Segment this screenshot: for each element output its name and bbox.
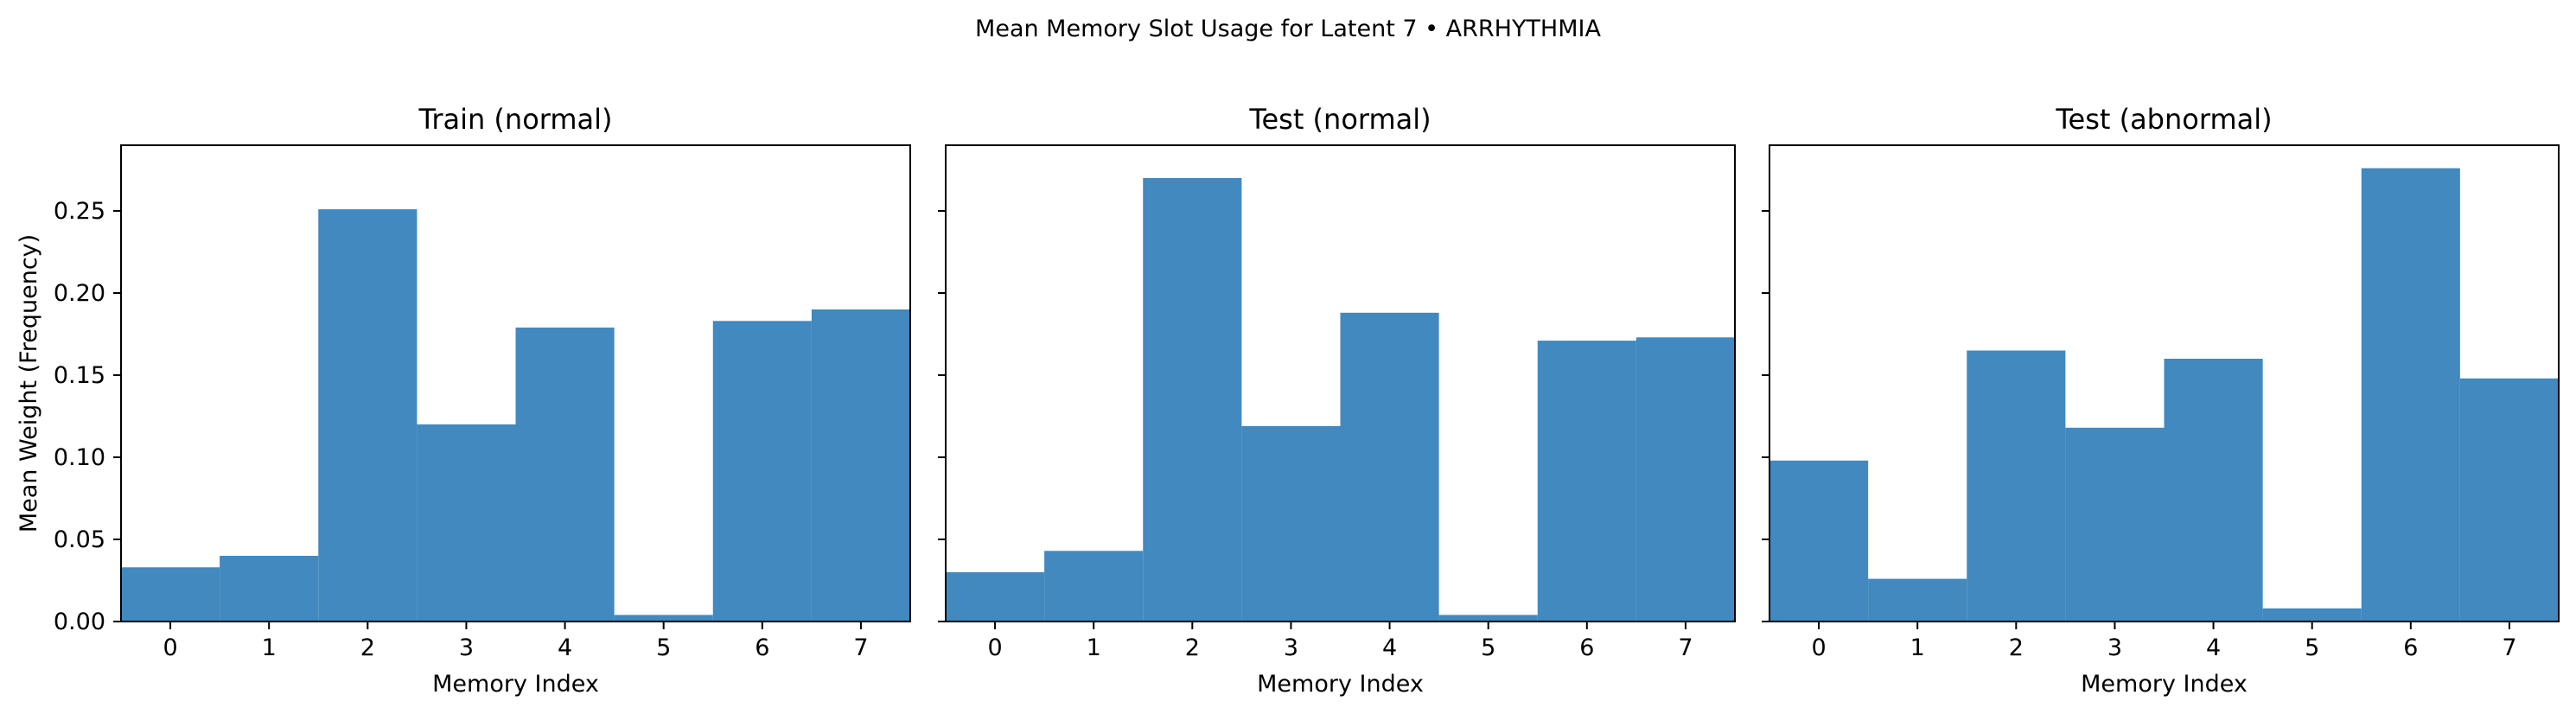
bar-2 (318, 209, 418, 622)
x-axis-label: Memory Index (432, 671, 599, 698)
bar-3 (1241, 425, 1341, 622)
x-tick-label: 3 (2107, 634, 2122, 661)
bar-2 (1967, 350, 2066, 622)
chart-panel-3: 0 1 2 3 4 5 6 7 Test (abnormal) Memory Index (1762, 103, 2560, 698)
bar-2 (1143, 178, 1242, 622)
plot-frame (1769, 144, 2560, 622)
x-tick-label: 6 (2403, 634, 2418, 661)
panel-title: Test (normal) (1248, 103, 1431, 136)
x-tick-label: 2 (2009, 634, 2024, 661)
x-tick-label: 5 (656, 634, 671, 661)
x-tick-label: 0 (163, 634, 177, 661)
bar-7 (2459, 378, 2559, 622)
chart-panel-2: 0 1 2 3 4 5 6 7 Test (normal) Memory Index (938, 103, 1736, 698)
x-tick-label: 2 (1185, 634, 1200, 661)
plot-frame (945, 144, 1736, 622)
bar-3 (417, 424, 516, 622)
x-tick-label: 4 (558, 634, 572, 661)
chart-panel-1: 0 1 2 3 4 5 6 7 0.00 0.05 0.10 0.15 0.20 0.25 Train (n… (16, 103, 911, 698)
x-tick-label: 0 (1811, 634, 1826, 661)
bar-6 (2361, 168, 2460, 622)
x-tick-label: 1 (262, 634, 277, 661)
y-tick-label: 0.10 (54, 444, 105, 471)
panels: 0 1 2 3 4 5 6 7 0.00 0.05 0.10 0.15 0.20 0.25 Train (n… (16, 103, 2560, 698)
y-tick-label: 0.15 (54, 362, 105, 389)
x-tick-label: 6 (1579, 634, 1594, 661)
bar-7 (811, 309, 910, 622)
x-tick-label: 3 (1284, 634, 1298, 661)
x-tick-label: 7 (1678, 634, 1693, 661)
x-tick-label: 7 (2502, 634, 2516, 661)
bar-0 (121, 567, 220, 622)
x-tick-label: 2 (360, 634, 375, 661)
bar-5 (614, 615, 713, 622)
y-tick-label: 0.25 (54, 198, 105, 225)
bar-6 (712, 321, 812, 622)
panel-title: Test (abnormal) (2055, 103, 2272, 136)
bar-5 (2262, 608, 2362, 622)
bar-5 (1438, 615, 1538, 622)
figure-title: Mean Memory Slot Usage for Latent 7 • AR… (975, 16, 1601, 42)
bar-3 (2065, 427, 2165, 622)
x-tick-label: 0 (987, 634, 1002, 661)
bar-0 (1769, 460, 1869, 622)
bar-6 (1537, 341, 1636, 622)
panel-title: Train (normal) (418, 103, 612, 136)
x-tick-label: 4 (1382, 634, 1397, 661)
x-tick-label: 4 (2206, 634, 2221, 661)
x-tick-label: 5 (1481, 634, 1495, 661)
x-axis-label: Memory Index (2081, 671, 2248, 698)
y-axis-label: Mean Weight (Frequency) (16, 234, 42, 532)
x-tick-label: 1 (1087, 634, 1101, 661)
bar-4 (2164, 359, 2263, 622)
plot-frame (120, 144, 911, 622)
x-axis-label: Memory Index (1257, 671, 1424, 698)
bar-7 (1636, 337, 1735, 622)
y-tick-label: 0.00 (54, 609, 105, 635)
x-tick-label: 3 (459, 634, 474, 661)
x-tick-label: 1 (1910, 634, 1925, 661)
x-tick-label: 6 (755, 634, 769, 661)
x-tick-label: 7 (853, 634, 868, 661)
x-tick-label: 5 (2305, 634, 2319, 661)
y-tick-label: 0.20 (54, 280, 105, 307)
bar-4 (515, 327, 615, 622)
bar-0 (946, 572, 1045, 622)
bar-1 (1044, 551, 1144, 622)
bar-4 (1340, 312, 1439, 622)
bar-1 (220, 556, 319, 622)
y-tick-label: 0.05 (54, 526, 105, 553)
bar-1 (1868, 578, 1967, 622)
